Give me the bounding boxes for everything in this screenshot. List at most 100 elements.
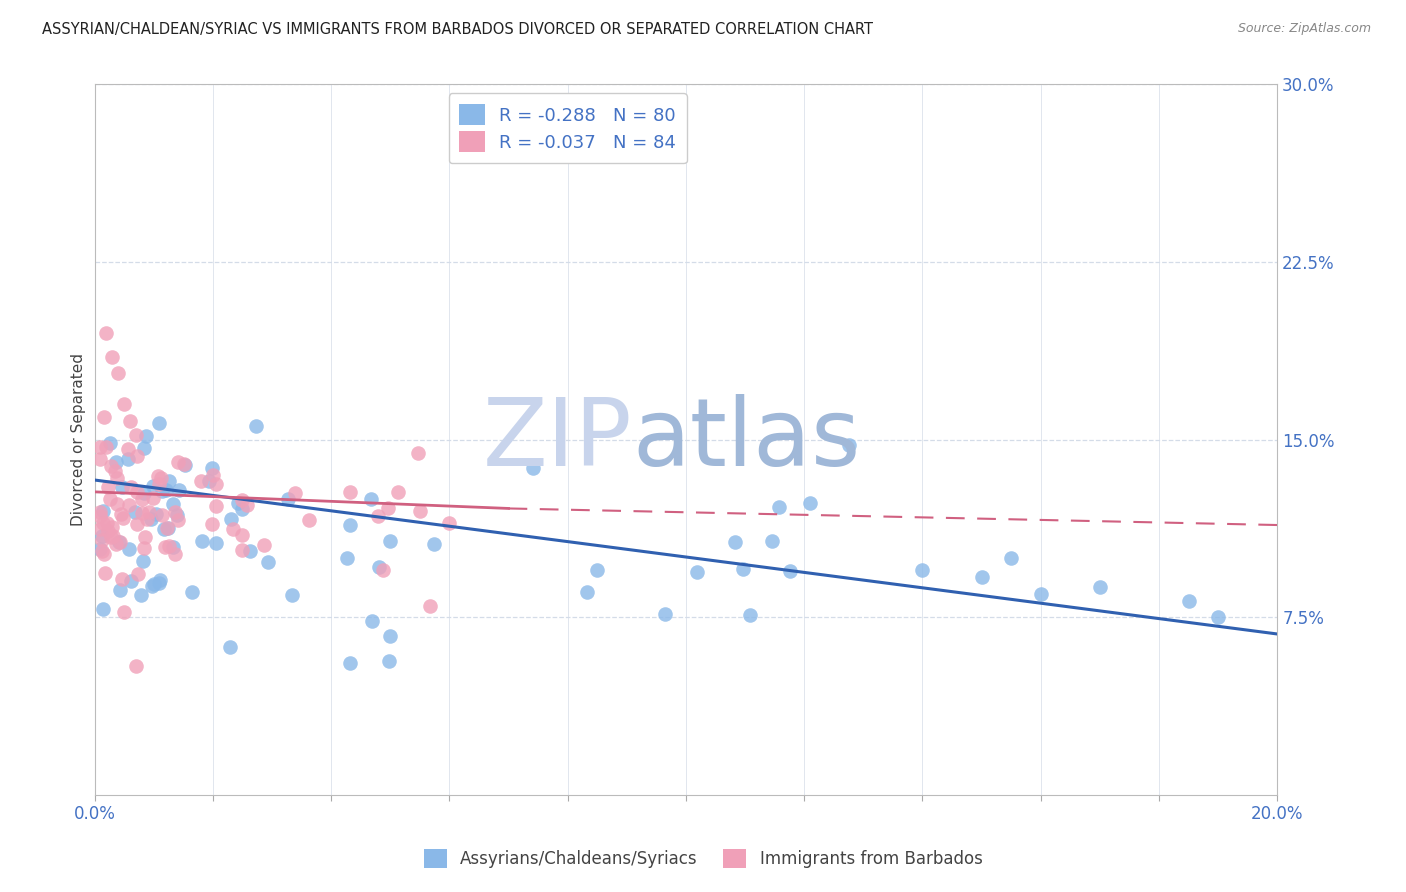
Point — [156, 521, 179, 535]
Point — [768, 500, 790, 514]
Point — [163, 505, 186, 519]
Point — [222, 523, 245, 537]
Point — [439, 516, 461, 530]
Point — [148, 416, 170, 430]
Point — [148, 575, 170, 590]
Point — [108, 534, 131, 549]
Point — [380, 629, 402, 643]
Point — [155, 483, 177, 497]
Point — [197, 474, 219, 488]
Point — [127, 567, 149, 582]
Point — [231, 493, 253, 508]
Point — [124, 505, 146, 519]
Point — [284, 486, 307, 500]
Point — [205, 477, 228, 491]
Point — [1000, 551, 1022, 566]
Point — [142, 491, 165, 505]
Point — [141, 579, 163, 593]
Point — [89, 440, 111, 454]
Point — [190, 475, 212, 489]
Point — [586, 563, 609, 577]
Point — [89, 505, 111, 519]
Point — [117, 451, 139, 466]
Point — [138, 505, 160, 519]
Point — [367, 508, 389, 523]
Text: atlas: atlas — [633, 393, 860, 486]
Text: ZIP: ZIP — [484, 393, 633, 486]
Text: ASSYRIAN/CHALDEAN/SYRIAC VS IMMIGRANTS FROM BARBADOS DIVORCED OR SEPARATED CORRE: ASSYRIAN/CHALDEAN/SYRIAC VS IMMIGRANTS F… — [42, 22, 873, 37]
Point — [200, 516, 222, 531]
Point — [131, 506, 153, 520]
Point — [90, 529, 112, 543]
Point — [149, 574, 172, 588]
Point — [371, 563, 394, 577]
Point — [94, 440, 117, 454]
Point — [204, 536, 226, 550]
Point — [167, 513, 190, 527]
Point — [162, 497, 184, 511]
Point — [120, 574, 142, 589]
Point — [970, 570, 993, 584]
Point — [120, 480, 142, 494]
Point — [89, 522, 111, 536]
Point — [146, 469, 169, 483]
Point — [107, 367, 129, 381]
Point — [361, 614, 384, 628]
Point — [104, 464, 127, 478]
Point — [911, 563, 934, 577]
Point — [112, 397, 135, 411]
Point — [134, 441, 156, 455]
Point — [522, 460, 544, 475]
Point — [91, 602, 114, 616]
Point — [406, 446, 429, 460]
Point — [129, 588, 152, 602]
Point — [96, 516, 118, 530]
Point — [336, 550, 359, 565]
Point — [166, 508, 188, 523]
Point — [253, 538, 276, 552]
Point — [111, 511, 134, 525]
Point — [277, 491, 299, 506]
Point — [97, 524, 120, 538]
Point — [201, 461, 224, 475]
Point — [148, 477, 170, 491]
Point — [339, 518, 361, 533]
Point — [257, 556, 280, 570]
Point — [127, 516, 149, 531]
Point — [162, 540, 184, 554]
Point — [132, 554, 155, 568]
Point — [142, 479, 165, 493]
Point — [105, 537, 128, 551]
Point — [380, 533, 402, 548]
Point — [101, 528, 124, 542]
Point — [167, 483, 190, 497]
Point — [91, 504, 114, 518]
Legend: R = -0.288   N = 80, R = -0.037   N = 84: R = -0.288 N = 80, R = -0.037 N = 84 — [449, 94, 686, 163]
Point — [125, 659, 148, 673]
Point — [654, 607, 676, 621]
Point — [111, 572, 134, 586]
Point — [118, 499, 141, 513]
Point — [360, 492, 382, 507]
Point — [93, 409, 115, 424]
Point — [105, 497, 128, 511]
Point — [231, 528, 253, 542]
Point — [118, 542, 141, 557]
Point — [136, 512, 159, 526]
Point — [93, 566, 115, 581]
Point — [173, 457, 195, 471]
Point — [91, 533, 114, 548]
Point — [152, 522, 174, 536]
Point — [125, 428, 148, 442]
Point — [723, 534, 745, 549]
Point — [150, 484, 173, 499]
Point — [134, 541, 156, 556]
Point — [166, 454, 188, 468]
Point — [761, 533, 783, 548]
Point — [91, 516, 114, 531]
Point — [733, 562, 755, 576]
Point — [236, 498, 259, 512]
Point — [157, 521, 180, 535]
Point — [838, 438, 860, 452]
Point — [281, 588, 304, 602]
